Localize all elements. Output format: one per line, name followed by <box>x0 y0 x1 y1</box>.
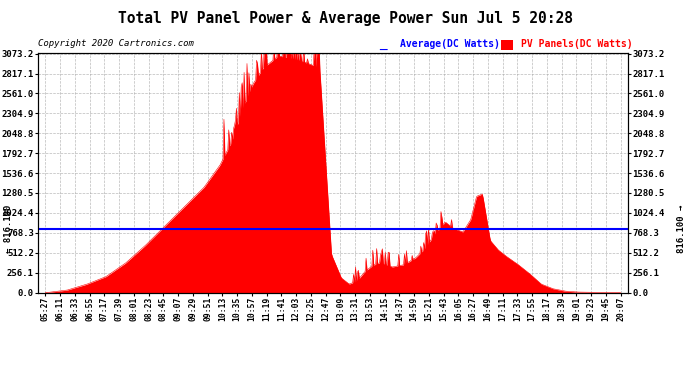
Text: Copyright 2020 Cartronics.com: Copyright 2020 Cartronics.com <box>38 39 194 48</box>
Text: Average(DC Watts): Average(DC Watts) <box>400 39 500 50</box>
Text: ← 816.100: ← 816.100 <box>3 205 13 253</box>
Text: Total PV Panel Power & Average Power Sun Jul 5 20:28: Total PV Panel Power & Average Power Sun… <box>117 11 573 26</box>
Text: PV Panels(DC Watts): PV Panels(DC Watts) <box>521 39 633 50</box>
Text: 816.100 →: 816.100 → <box>677 205 687 253</box>
Text: ─: ─ <box>380 44 386 57</box>
